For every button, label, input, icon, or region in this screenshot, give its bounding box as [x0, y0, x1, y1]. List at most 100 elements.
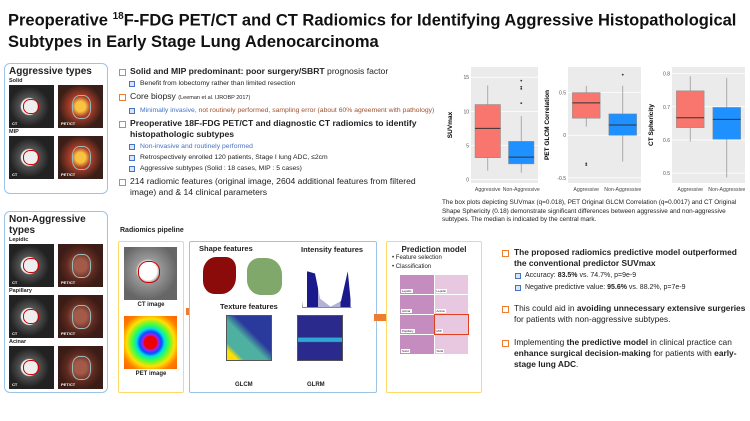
box-plot-2: 0.5 0.6 0.7 0.8 CT Sphericity Aggressive Non-A…	[648, 67, 745, 193]
y-tick-label: 0.8	[663, 72, 670, 78]
sub-bullet: Aggressive subtypes (Solid : 18 cases, M…	[118, 164, 440, 173]
histology-label: Solid	[401, 349, 410, 353]
bullet: Core biopsy (Leeman et al. IJROBP 2017)	[118, 91, 440, 104]
histology-tile: MIP	[433, 314, 469, 335]
histology-tile: Lepidic	[400, 275, 434, 294]
subtype-label: Lepidic	[9, 237, 29, 243]
conclusion-item: The proposed radiomics predictive model …	[501, 247, 747, 293]
sub-bullet: Retrospectively enrolled 120 patients, S…	[118, 153, 440, 162]
histology-tile: Solid	[434, 335, 468, 354]
y-tick-label: 10	[463, 109, 469, 115]
y-tick-label: -0.5	[558, 176, 567, 182]
outlier-point	[585, 164, 588, 166]
background-bullets: Solid and MIP predominant: poor surgery/…	[118, 63, 440, 198]
box-plots: 0 5 10 15 SUVmax Aggressive Non-Aggressive -0.5…	[445, 63, 747, 195]
conclusions: The proposed radiomics predictive model …	[501, 247, 747, 382]
bullet: 214 radiomic features (original image, 2…	[118, 176, 440, 198]
glrm-label: GLRM	[307, 382, 325, 388]
aggressive-types-panel: Aggressive types Solid CT PET/CT MIP CT PE…	[4, 63, 108, 194]
ct-image	[124, 247, 177, 300]
conclusion-item: Implementing the predictive model in cli…	[501, 337, 747, 370]
outlier-point	[520, 87, 523, 90]
ct-image: CT	[9, 244, 54, 287]
tumor-shape-3d-green	[247, 258, 282, 295]
page-title: Preoperative 18F-FDG PET/CT and CT Radio…	[8, 11, 737, 51]
accuracy-bullet: Accuracy: 83.5% vs. 74.7%, p=9e-9	[514, 271, 747, 281]
figure-caption: The box plots depicting SUVmax (q=0.018)…	[442, 199, 737, 223]
histology-label: Solid	[435, 349, 445, 353]
sub-bullet: Benefit from lobectomy rather than limit…	[118, 79, 440, 88]
box-plot-0: 0 5 10 15 SUVmax Aggressive Non-Aggressive	[447, 67, 540, 193]
histology-label: Papillary	[401, 329, 415, 333]
box	[572, 92, 601, 119]
outlier-point	[520, 102, 523, 105]
outlier-point	[520, 79, 523, 82]
non-aggressive-types-panel: Non-Aggressive types Lepidic CT PET/CT Pa…	[4, 211, 108, 393]
histology-label: MIP	[435, 329, 443, 333]
y-tick-label: 15	[463, 75, 469, 81]
prediction-model-box: Prediction model • Feature selection • C…	[386, 241, 482, 393]
glrm-matrix	[297, 315, 343, 361]
histology-tile: Acinar	[400, 295, 434, 314]
subtype-label: Papillary	[9, 288, 32, 294]
y-tick-label: 0	[466, 178, 469, 184]
sub-bullet: Non-invasive and routinely performed	[118, 142, 440, 151]
x-tick-label: Aggressive	[574, 187, 600, 193]
outlier-point	[622, 73, 625, 76]
glcm-matrix	[226, 315, 272, 361]
pet-ct-image: PET/CT	[58, 346, 103, 389]
box-plot-1: -0.5 0 0.5 PET GLCM Correlation Aggressive No…	[544, 67, 642, 193]
histology-label: Lepidic	[401, 289, 413, 293]
bullet: Preoperative 18F-FDG PET/CT and diagnost…	[118, 118, 440, 140]
histology-tile: Solid	[400, 335, 434, 354]
outlier-point	[520, 85, 523, 88]
pipeline-title: Radiomics pipeline	[120, 227, 184, 234]
pet-ct-image: PET/CT	[58, 244, 103, 287]
input-images-box: CT image PET image	[118, 241, 184, 393]
step-item: • Feature selection	[392, 255, 442, 261]
pet-ct-image: PET/CT	[58, 295, 103, 338]
pet-image-label: PET image	[135, 371, 167, 377]
x-tick-label: Aggressive	[475, 187, 501, 193]
histology-grid: Lepidic Lepidic Acinar Acinar Papillary MIP So…	[400, 275, 469, 354]
box	[474, 104, 501, 159]
shape-features-title: Shape features	[199, 244, 253, 253]
subtype-label: Acinar	[9, 339, 27, 345]
box	[508, 141, 535, 165]
x-tick-label: Non-Aggressive	[503, 187, 540, 193]
y-tick-label: 0.5	[559, 91, 566, 97]
prediction-model-title: Prediction model	[401, 245, 467, 254]
glcm-label: GLCM	[235, 382, 253, 388]
tumor-shape-3d-red	[203, 257, 236, 294]
intensity-features-title: Intensity features	[301, 245, 364, 254]
pet-image	[124, 316, 177, 369]
subtype-label: Solid	[9, 78, 23, 84]
histology-tile: Lepidic	[434, 275, 468, 294]
y-tick-label: 0.6	[663, 138, 670, 144]
ct-image: CT	[9, 295, 54, 338]
histology-label: Lepidic	[435, 289, 448, 293]
ct-image: CT	[9, 136, 54, 179]
npv-bullet: Negative predictive value: 95.6% vs. 88.…	[514, 283, 747, 293]
y-axis-label: PET GLCM Correlation	[544, 90, 551, 160]
x-tick-label: Non-Aggressive	[605, 187, 642, 193]
y-axis-label: CT Sphericity	[648, 104, 655, 146]
step-item: • Classification	[392, 264, 432, 270]
y-axis-label: SUVmax	[447, 111, 454, 138]
texture-features-title: Texture features	[220, 302, 278, 311]
ct-image: CT	[9, 85, 54, 128]
x-tick-label: Non-Aggressive	[708, 187, 745, 193]
histology-label: Acinar	[435, 309, 447, 313]
intensity-histogram	[302, 271, 352, 308]
subtype-label: MIP	[9, 129, 19, 135]
conclusion-item: This could aid in avoiding unnecessary e…	[501, 303, 747, 325]
x-tick-label: Aggressive	[677, 187, 703, 193]
features-box: Shape features Intensity features Textur…	[189, 241, 377, 393]
y-tick-label: 0	[564, 133, 567, 139]
sub-bullet: Minimally invasive, not routinely perfor…	[118, 106, 440, 115]
bullet: Solid and MIP predominant: poor surgery/…	[118, 66, 440, 77]
outlier-point	[585, 162, 588, 165]
pet-ct-image: PET/CT	[58, 85, 103, 128]
y-tick-label: 0.5	[663, 171, 670, 177]
box	[675, 90, 705, 128]
